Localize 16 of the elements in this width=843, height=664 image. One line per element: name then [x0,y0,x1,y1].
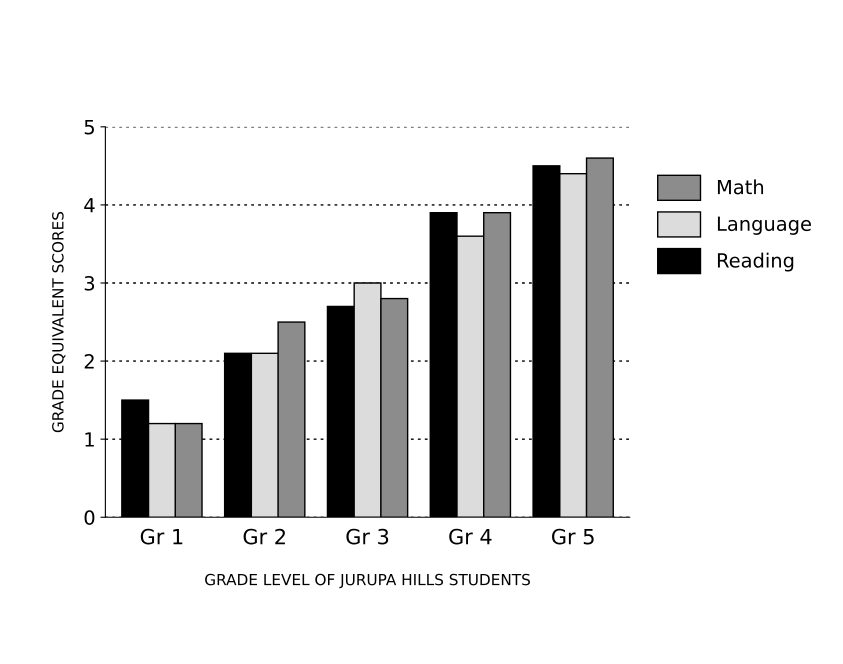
y-tick-label: 2 [84,354,94,368]
y-axis-title: GRADE EQUIVALENT SCORES [52,212,66,432]
y-tick-label: 0 [84,510,94,525]
legend-label: Math [718,179,764,194]
x-tick-label: Gr 5 [552,528,594,544]
y-tick-label: 5 [84,120,94,134]
x-tick-label: Gr 2 [244,528,285,544]
x-tick-label: Gr 1 [140,528,182,544]
y-tick-label: 4 [84,198,95,212]
legend-label: Reading [718,252,794,272]
x-tick-label: Gr 3 [346,528,388,544]
legend-label: Language [718,216,811,235]
x-tick-label: Gr 4 [449,528,492,544]
y-tick-label: 1 [85,432,94,447]
x-axis-title: GRADE LEVEL OF JURUPA HILLS STUDENTS [205,574,530,588]
y-tick-label: 3 [84,276,94,291]
